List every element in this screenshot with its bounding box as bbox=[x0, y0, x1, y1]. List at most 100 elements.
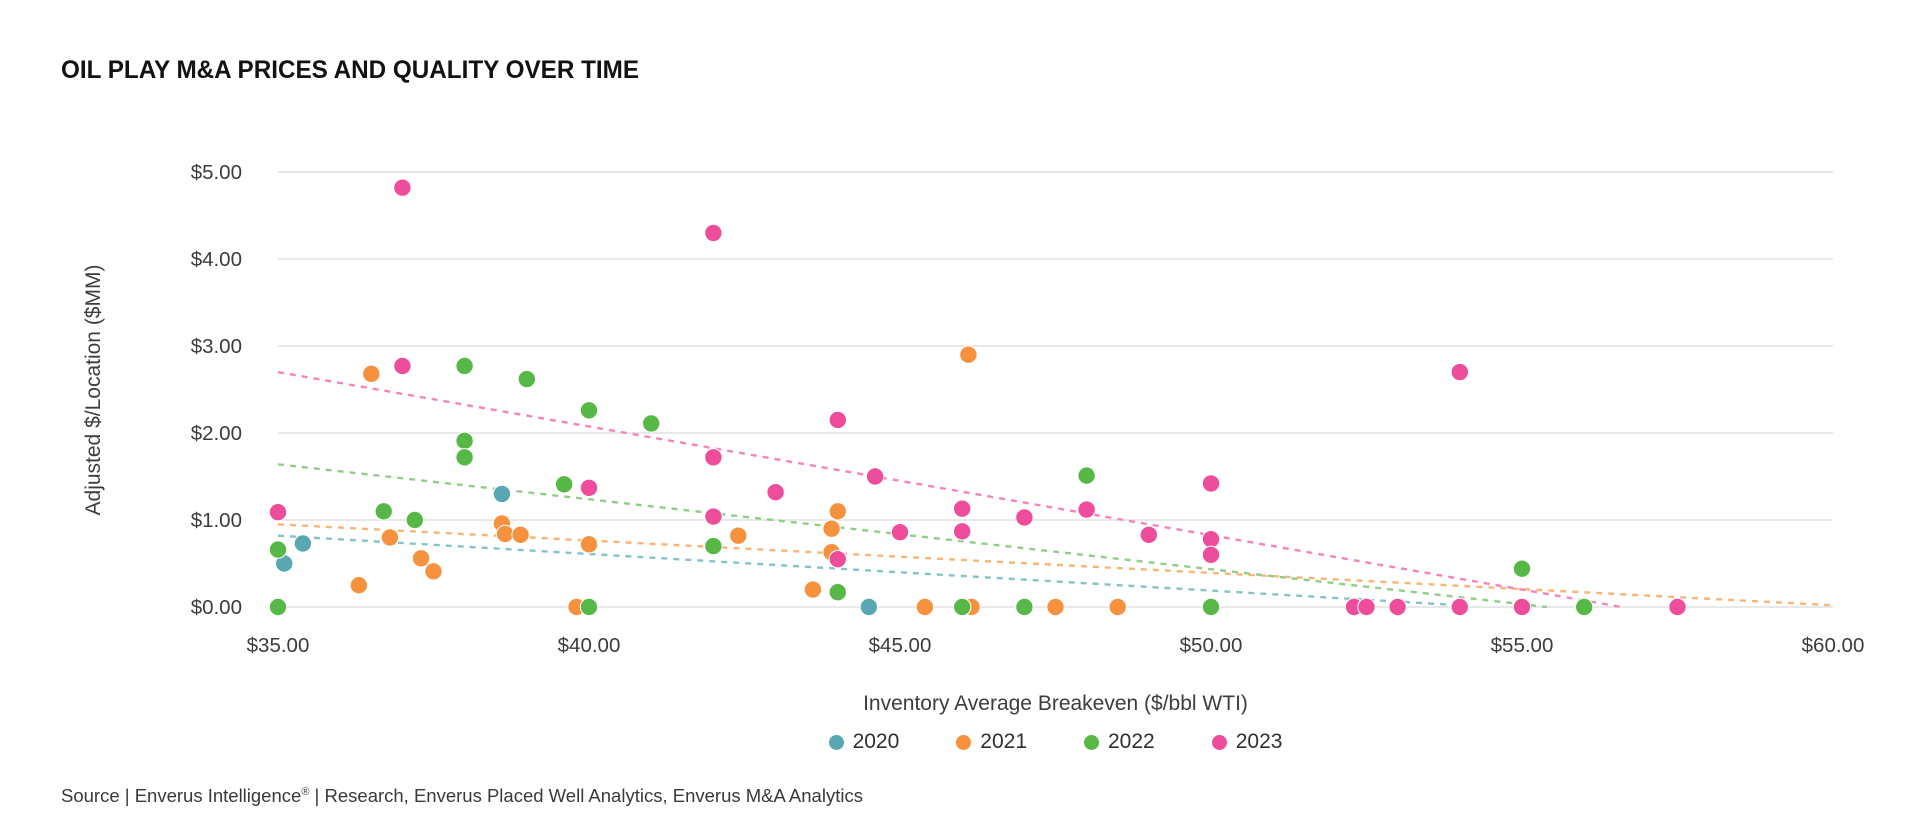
data-point-2022 bbox=[455, 448, 474, 467]
source-text-suffix: | Research, Enverus Placed Well Analytic… bbox=[309, 785, 863, 806]
data-point-2021 bbox=[828, 502, 847, 521]
data-point-2022 bbox=[554, 475, 574, 494]
y-axis-title: Adjusted $/Location ($MM) bbox=[82, 265, 105, 516]
x-tick-label: $50.00 bbox=[1180, 634, 1243, 657]
x-tick-label: $55.00 bbox=[1491, 634, 1554, 657]
data-point-2023 bbox=[828, 410, 847, 430]
data-point-2021 bbox=[579, 535, 599, 554]
data-point-2021 bbox=[362, 364, 381, 384]
x-tick-label: $60.00 bbox=[1802, 634, 1865, 657]
y-tick-label: $1.00 bbox=[191, 509, 242, 532]
data-point-2021 bbox=[1046, 597, 1065, 617]
data-point-2021 bbox=[411, 549, 431, 568]
legend-dot-2020 bbox=[828, 734, 844, 750]
data-point-2023 bbox=[1139, 525, 1159, 544]
legend-dot-2022 bbox=[1084, 734, 1099, 750]
data-point-2022 bbox=[579, 597, 599, 617]
data-point-2023 bbox=[1201, 545, 1221, 564]
data-point-2021 bbox=[915, 597, 935, 617]
data-point-2021 bbox=[495, 524, 515, 544]
data-point-2021 bbox=[511, 525, 530, 544]
data-point-2023 bbox=[1201, 474, 1221, 493]
data-point-2023 bbox=[1077, 500, 1096, 519]
data-point-2023 bbox=[1357, 597, 1376, 617]
data-point-2022 bbox=[953, 597, 972, 617]
data-point-2022 bbox=[268, 597, 288, 617]
trendline-2022 bbox=[277, 463, 1548, 609]
legend-item-2023: 2023 bbox=[1211, 730, 1283, 754]
data-point-2023 bbox=[704, 507, 723, 526]
trendline-2021 bbox=[277, 523, 1834, 607]
legend-label: 2020 bbox=[852, 730, 900, 753]
data-point-2023 bbox=[953, 499, 972, 518]
data-point-2022 bbox=[704, 536, 723, 556]
data-point-2020 bbox=[859, 597, 879, 617]
y-tick-label: $5.00 bbox=[191, 161, 242, 184]
data-point-2022 bbox=[828, 583, 847, 602]
data-point-2022 bbox=[455, 356, 474, 376]
data-point-2023 bbox=[268, 502, 288, 522]
data-point-2022 bbox=[1015, 597, 1034, 617]
data-point-2022 bbox=[1201, 597, 1221, 617]
data-point-2021 bbox=[349, 576, 369, 595]
data-point-2023 bbox=[1388, 597, 1407, 617]
y-tick-label: $2.00 bbox=[191, 422, 242, 445]
data-point-2023 bbox=[865, 467, 885, 486]
data-point-2023 bbox=[393, 356, 412, 376]
legend-item-2022: 2022 bbox=[1084, 730, 1155, 754]
y-tick-label: $4.00 bbox=[191, 248, 242, 271]
data-point-2023 bbox=[393, 178, 412, 197]
data-point-2022 bbox=[455, 431, 474, 451]
legend-item-2020: 2020 bbox=[828, 730, 900, 754]
data-point-2023 bbox=[766, 482, 785, 502]
data-point-2023 bbox=[953, 522, 972, 541]
registered-mark: ® bbox=[301, 785, 310, 798]
data-point-2021 bbox=[959, 345, 978, 364]
data-point-2022 bbox=[268, 540, 288, 559]
data-point-2022 bbox=[374, 502, 393, 521]
legend-label: 2021 bbox=[980, 730, 1027, 753]
data-point-2023 bbox=[579, 478, 599, 498]
data-point-2021 bbox=[380, 528, 400, 547]
data-point-2021 bbox=[803, 580, 823, 599]
data-point-2023 bbox=[1201, 529, 1221, 549]
legend-label: 2022 bbox=[1108, 730, 1155, 753]
y-tick-label: $0.00 bbox=[191, 596, 242, 619]
source-note: Source | Enverus Intelligence® | Researc… bbox=[61, 785, 863, 807]
legend-dot-2023 bbox=[1211, 734, 1227, 750]
data-point-2022 bbox=[1077, 466, 1096, 485]
data-point-2020 bbox=[293, 534, 313, 553]
legend-dot-2021 bbox=[956, 734, 972, 750]
trendline-2020 bbox=[277, 534, 1460, 607]
source-text-prefix: Source | Enverus Intelligence bbox=[61, 785, 302, 806]
data-point-2022 bbox=[1512, 559, 1532, 578]
data-point-2020 bbox=[492, 484, 512, 504]
chart-title: OIL PLAY M&A PRICES AND QUALITY OVER TIM… bbox=[61, 56, 640, 84]
data-point-2023 bbox=[890, 522, 910, 542]
data-point-2022 bbox=[517, 369, 536, 389]
data-point-2022 bbox=[642, 414, 661, 433]
data-point-2023 bbox=[704, 448, 723, 467]
data-point-2022 bbox=[1575, 597, 1594, 617]
data-point-2023 bbox=[1450, 362, 1470, 382]
x-axis-title: Inventory Average Breakeven ($/bbl WTI) bbox=[863, 692, 1248, 715]
legend: 2020 2021 2022 2023 bbox=[278, 730, 1833, 754]
trendline-2023 bbox=[277, 370, 1622, 609]
x-tick-label: $40.00 bbox=[558, 634, 621, 657]
x-tick-label: $45.00 bbox=[869, 634, 932, 657]
data-point-2023 bbox=[1015, 508, 1034, 527]
data-point-2022 bbox=[405, 510, 425, 530]
data-point-2023 bbox=[828, 549, 847, 569]
x-tick-label: $35.00 bbox=[247, 634, 310, 657]
legend-item-2021: 2021 bbox=[956, 730, 1027, 754]
data-point-2021 bbox=[729, 526, 748, 545]
data-point-2021 bbox=[822, 519, 841, 538]
data-point-2023 bbox=[1450, 597, 1470, 617]
data-point-2023 bbox=[1668, 597, 1687, 617]
data-point-2023 bbox=[1512, 597, 1532, 617]
legend-label: 2023 bbox=[1235, 730, 1283, 753]
data-point-2022 bbox=[579, 401, 599, 420]
data-point-2023 bbox=[704, 223, 723, 243]
